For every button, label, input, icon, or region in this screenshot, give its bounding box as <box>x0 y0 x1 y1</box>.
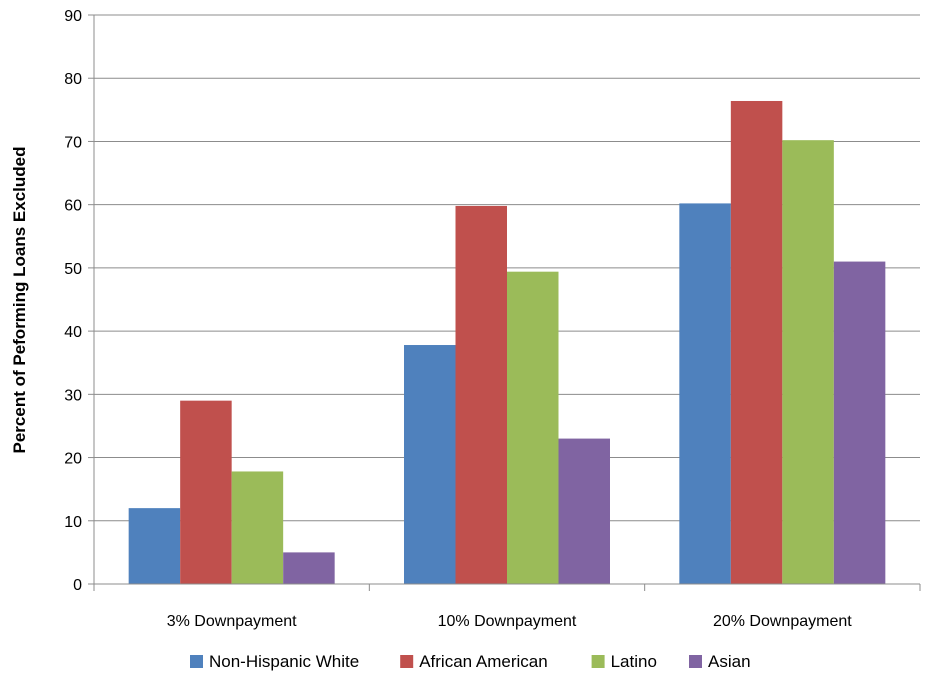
x-category-label: 10% Downpayment <box>438 613 577 630</box>
y-tick-labels: 0 10 20 30 40 50 60 70 80 90 <box>64 8 82 594</box>
legend-swatch <box>689 655 702 668</box>
y-tick-label: 90 <box>64 8 82 25</box>
bar <box>283 552 335 584</box>
y-tick-label: 10 <box>64 514 82 531</box>
legend-swatch <box>190 655 203 668</box>
bar <box>180 400 232 584</box>
x-category-label: 3% Downpayment <box>167 613 297 630</box>
bar <box>558 438 610 584</box>
legend-label: Asian <box>708 652 751 671</box>
bar <box>231 471 284 584</box>
legend-item: Latino <box>591 652 657 671</box>
legend-item: Non-Hispanic White <box>190 652 359 671</box>
legend-swatch <box>400 655 414 668</box>
legend-swatch <box>591 655 605 668</box>
y-tick-label: 30 <box>64 387 82 404</box>
y-tick-label: 50 <box>64 261 82 278</box>
bars <box>128 100 886 585</box>
legend: Non-Hispanic White African American Latino… <box>190 652 751 671</box>
x-category-label: 20% Downpayment <box>713 613 852 630</box>
y-tick-label: 0 <box>73 577 82 594</box>
bar <box>507 271 559 584</box>
y-tick-label: 40 <box>64 324 82 341</box>
y-axis-label: Percent of Peforming Loans Excluded <box>10 146 29 453</box>
bar <box>730 100 783 584</box>
bar <box>128 508 181 584</box>
bar <box>679 203 731 584</box>
y-tick-label: 80 <box>64 71 82 88</box>
legend-item: African American <box>400 652 548 671</box>
legend-label: African American <box>419 652 548 671</box>
x-category-labels: 3% Downpayment 10% Downpayment 20% Downpay… <box>167 613 853 630</box>
bar <box>782 140 834 584</box>
y-tick-label: 60 <box>64 198 82 215</box>
bar <box>404 345 456 584</box>
y-tick-label: 20 <box>64 451 82 468</box>
legend-label: Non-Hispanic White <box>209 652 359 671</box>
bar <box>455 205 507 585</box>
legend-item: Asian <box>689 652 751 671</box>
y-tick-label: 70 <box>64 134 82 151</box>
bar <box>833 261 886 584</box>
legend-label: Latino <box>611 652 657 671</box>
axes <box>88 14 921 591</box>
